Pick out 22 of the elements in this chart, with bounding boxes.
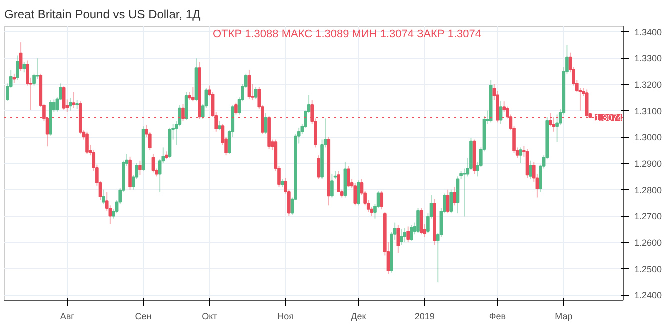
y-tick-label: 1.2400 — [634, 290, 662, 301]
x-tick-label: Фев — [489, 312, 506, 322]
y-tick-label: 1.2900 — [634, 159, 662, 169]
y-tick-label: 1.2600 — [634, 238, 662, 248]
y-tick-label: 1.2800 — [634, 185, 662, 196]
y-tick-label: 1.2500 — [634, 264, 662, 274]
x-tick-label: Мар — [555, 312, 573, 322]
chart-title: Great Britain Pound vs US Dollar, 1Д — [4, 8, 201, 22]
y-tick-label: 1.3000 — [634, 132, 662, 143]
y-tick-label: 1.2700 — [634, 212, 662, 222]
y-tick-label: 1.3200 — [634, 80, 662, 90]
x-tick-label: Дек — [351, 312, 366, 322]
x-tick-label: Авг — [60, 312, 76, 322]
annotation: ОТКР 1.3088 МАКС 1.3089 МИН 1.3074 ЗАКР 1.3074 — [213, 28, 482, 40]
x-tick-label: Сен — [135, 312, 152, 322]
ref-line-label: 1.3074 — [594, 113, 623, 124]
y-tick-label: 1.3100 — [634, 106, 662, 116]
x-tick-label: 2019 — [414, 312, 435, 322]
x-tick-label: Окт — [202, 312, 218, 322]
y-tick-label: 1.3400 — [634, 27, 662, 38]
y-tick-label: 1.3300 — [634, 54, 662, 64]
x-tick-label: Ноя — [278, 312, 294, 322]
